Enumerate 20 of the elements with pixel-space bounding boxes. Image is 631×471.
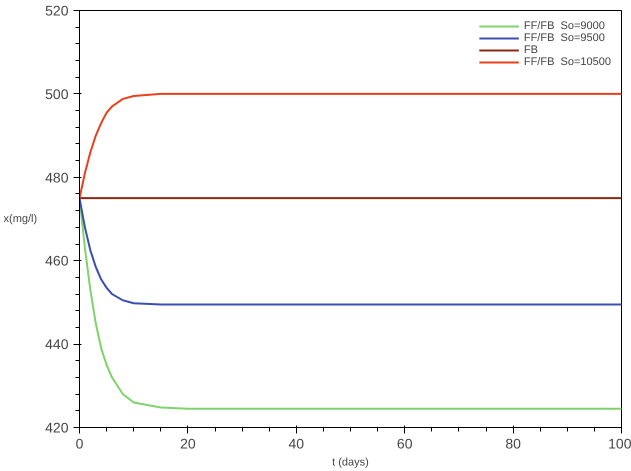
y-tick-label: 420 bbox=[45, 420, 69, 436]
x-tick-label: 80 bbox=[505, 436, 522, 452]
x-tick-label: 60 bbox=[396, 436, 413, 452]
legend-label: FF/FB So=9000 bbox=[524, 20, 605, 32]
y-tick-label: 520 bbox=[45, 2, 69, 18]
line-series bbox=[80, 197, 622, 306]
legend-label: FF/FB So=9500 bbox=[524, 32, 605, 44]
x-tick-label: 20 bbox=[180, 436, 196, 452]
y-axis-title: x(mg/l) bbox=[4, 213, 38, 225]
y-tick-label: 460 bbox=[45, 252, 69, 269]
x-tick-label: 100 bbox=[608, 436, 631, 452]
x-tick-label: 40 bbox=[288, 436, 304, 452]
y-tick-label: 440 bbox=[45, 336, 69, 352]
x-axis-title: t (days) bbox=[332, 456, 369, 468]
x-tick-label: 0 bbox=[76, 436, 84, 452]
line-series bbox=[80, 92, 622, 200]
y-tick-label: 480 bbox=[45, 169, 69, 186]
y-tick-label: 500 bbox=[45, 86, 69, 102]
legend-label: FF/FB So=10500 bbox=[524, 56, 611, 68]
legend-label: FB bbox=[524, 44, 539, 56]
